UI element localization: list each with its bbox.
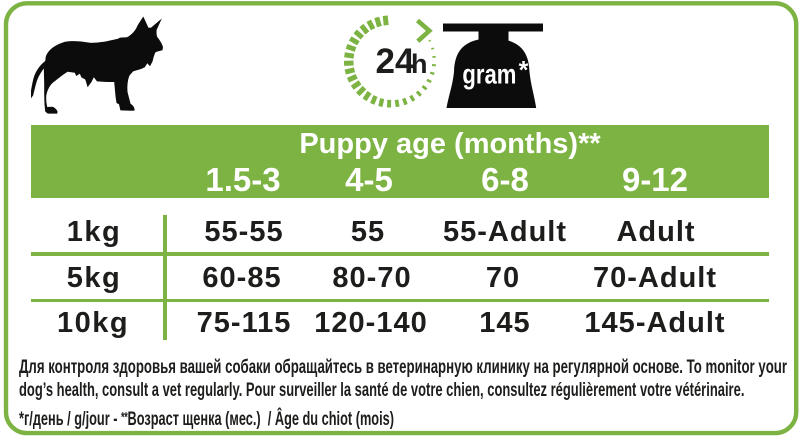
svg-text:gram: gram: [462, 59, 516, 90]
svg-text:24: 24: [376, 42, 415, 81]
svg-text:h: h: [411, 49, 428, 79]
svg-text:*: *: [519, 57, 529, 85]
